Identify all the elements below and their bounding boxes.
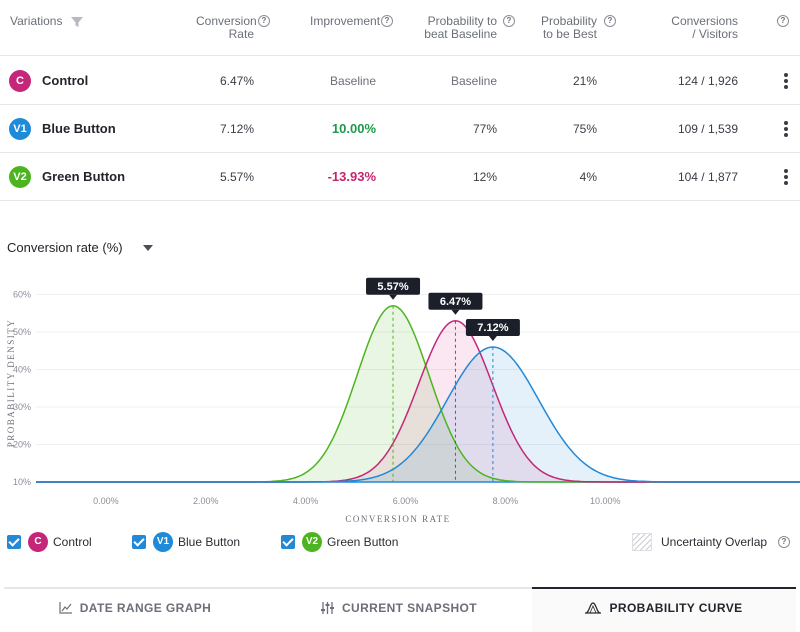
header-conversion-rate: Conversion Rate [196, 14, 257, 41]
curve-icon [585, 602, 602, 614]
help-icon[interactable]: ? [604, 15, 616, 27]
prob-beat-baseline: Baseline [450, 74, 497, 88]
value-tag: 6.47% [428, 292, 483, 315]
prob-best: 75% [572, 122, 597, 136]
help-icon[interactable]: ? [258, 15, 270, 27]
table-row[interactable]: C Control 6.47% Baseline Baseline 21% 12… [0, 57, 800, 105]
legend-label: Green Button [327, 535, 399, 549]
prob-best: 21% [572, 74, 597, 88]
legend-label: Blue Button [178, 535, 241, 549]
table-row[interactable]: V2 Green Button 5.57% -13.93% 12% 4% 104… [0, 153, 800, 201]
prob-best: 4% [579, 170, 597, 184]
x-tick-label: 8.00% [493, 496, 519, 506]
density-area [36, 347, 800, 482]
y-axis-title: PROBABILITY DENSITY [6, 319, 16, 447]
prob-beat-baseline: 12% [472, 170, 497, 184]
value-tag: 5.57% [366, 277, 421, 300]
x-axis-title: CONVERSION RATE [345, 514, 450, 524]
y-tick-label: 20% [13, 440, 31, 450]
tag-pointer [389, 294, 398, 300]
probability-curve-chart: 5.57% 6.47% 7.12% 0.00% 2.00% 4.00% 6.00% 8.00… [6, 277, 800, 524]
tag-label: 5.57% [377, 281, 408, 293]
row-menu-icon[interactable] [781, 167, 791, 187]
help-icon[interactable]: ? [381, 15, 393, 27]
checkbox-checked-icon[interactable] [132, 535, 146, 549]
variation-badge: C [9, 70, 31, 92]
x-tick-label: 4.00% [293, 496, 319, 506]
tab-date-range-graph[interactable]: DATE RANGE GRAPH [4, 587, 266, 632]
help-icon[interactable]: ? [778, 536, 790, 548]
density-area [36, 305, 800, 482]
chevron-down-icon[interactable] [143, 245, 153, 251]
improvement: -13.93% [327, 169, 376, 184]
variation-name: Control [42, 73, 89, 88]
variation-badge: V1 [153, 532, 173, 552]
y-tick-label: 40% [13, 365, 31, 375]
variation-badge: V1 [9, 118, 31, 140]
tag-label: 6.47% [440, 296, 471, 308]
conversions-visitors: 104 / 1,877 [677, 170, 738, 184]
table-row[interactable]: V1 Blue Button 7.12% 10.00% 77% 75% 109 … [0, 105, 800, 153]
improvement: 10.00% [331, 121, 376, 136]
value-tag: 7.12% [465, 319, 520, 341]
variation-badge: C [28, 532, 48, 552]
conversions-visitors: 109 / 1,539 [677, 122, 738, 136]
conversion-rate: 5.57% [219, 170, 254, 184]
tag-label: 7.12% [477, 322, 508, 334]
x-tick-label: 2.00% [193, 496, 219, 506]
density-area [36, 320, 800, 482]
uncertainty-overlap-swatch-icon [632, 533, 652, 551]
header-improvement: Improvement [310, 14, 381, 28]
uncertainty-overlap-label: Uncertainty Overlap [661, 535, 768, 549]
conversion-rate: 6.47% [219, 74, 254, 88]
tag-pointer [451, 309, 460, 315]
y-tick-label: 50% [13, 327, 31, 337]
variation-name: Blue Button [42, 121, 116, 136]
tab-probability-curve[interactable]: PROBABILITY CURVE [532, 587, 796, 632]
help-icon[interactable]: ? [777, 15, 789, 27]
y-tick-label: 60% [13, 290, 31, 300]
conversions-visitors: 124 / 1,926 [677, 74, 738, 88]
tab-current-snapshot[interactable]: CURRENT SNAPSHOT [266, 587, 532, 632]
tag-pointer [488, 336, 497, 341]
x-tick-label: 6.00% [393, 496, 419, 506]
x-tick-label: 0.00% [93, 496, 119, 506]
view-tabs: DATE RANGE GRAPH CURRENT SNAPSHOT PROBAB… [0, 587, 800, 632]
variation-name: Green Button [42, 169, 126, 184]
help-icon[interactable]: ? [503, 15, 515, 27]
checkbox-checked-icon[interactable] [281, 535, 295, 549]
row-menu-icon[interactable] [781, 71, 791, 91]
improvement: Baseline [329, 74, 376, 88]
density-curve [36, 346, 800, 483]
header-variations: Variations [10, 14, 63, 28]
conversion-rate: 7.12% [219, 122, 254, 136]
header-prob-beat-baseline: Probability to beat Baseline [424, 14, 497, 41]
filter-icon[interactable] [71, 16, 83, 28]
chart-metric-title[interactable]: Conversion rate (%) [7, 240, 123, 255]
x-tick-label: 10.00% [590, 496, 621, 506]
tag-box [465, 319, 520, 336]
variation-badge: V2 [302, 532, 322, 552]
y-tick-label: 30% [13, 402, 31, 412]
variation-badge: V2 [9, 166, 31, 188]
y-tick-label: 10% [13, 477, 31, 487]
line-chart-icon [59, 602, 72, 614]
legend-label: Control [53, 535, 92, 549]
table-header: Variations Conversion Rate ? Improvement… [0, 0, 800, 56]
sliders-icon [320, 602, 334, 614]
tag-box [428, 292, 483, 310]
prob-beat-baseline: 77% [472, 122, 497, 136]
tag-box [366, 277, 421, 295]
checkbox-checked-icon[interactable] [7, 535, 21, 549]
header-prob-best: Probability to be Best [540, 14, 597, 41]
row-menu-icon[interactable] [781, 119, 791, 139]
header-conversions-visitors: Conversions / Visitors [671, 14, 738, 41]
